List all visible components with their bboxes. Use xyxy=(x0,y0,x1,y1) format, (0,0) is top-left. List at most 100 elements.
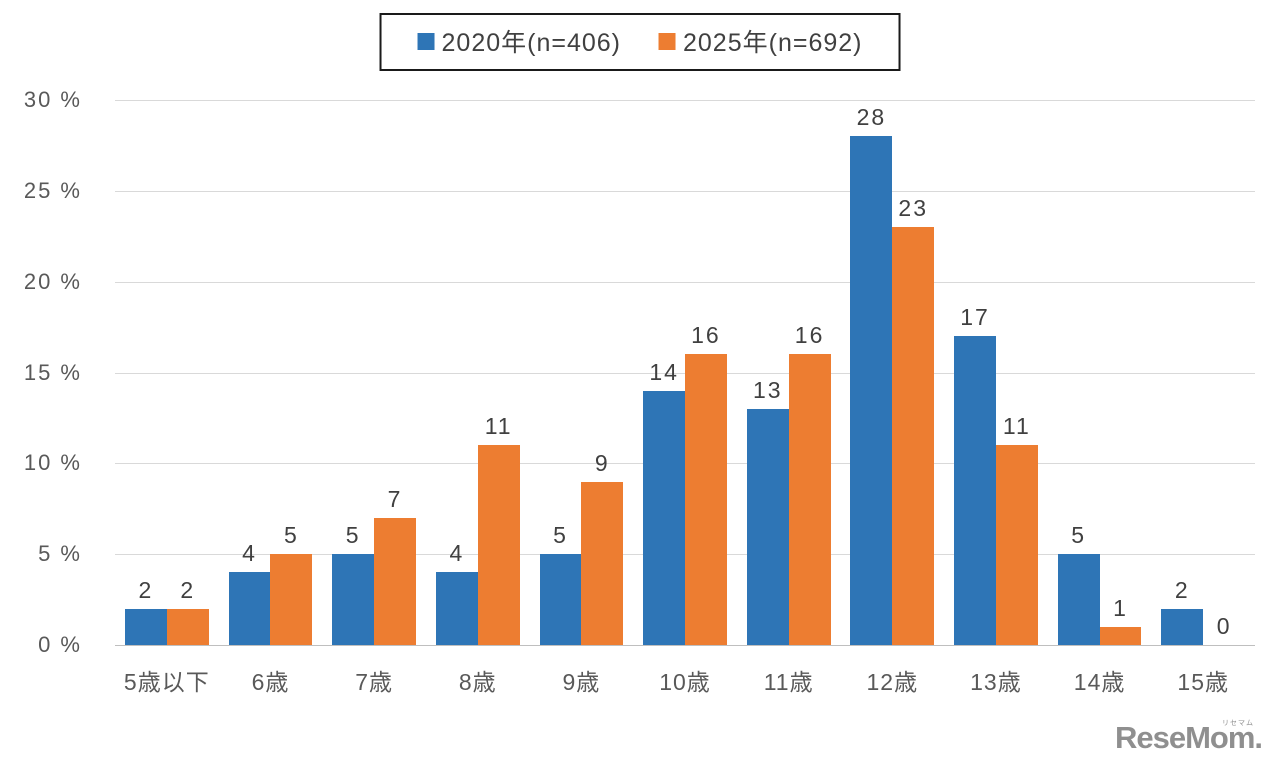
bar-value-label: 11 xyxy=(1002,413,1031,440)
bar-slot: 4 xyxy=(228,100,271,645)
bar-slot: 23 xyxy=(892,100,935,645)
bar xyxy=(643,390,686,645)
bar-value-label: 23 xyxy=(898,195,929,222)
x-tick-label: 9歳 xyxy=(562,669,601,695)
bar-slot: 5 xyxy=(539,100,582,645)
bar-value-label: 7 xyxy=(387,485,403,512)
x-tick-label: 8歳 xyxy=(458,669,497,695)
bar-value-label: 0 xyxy=(1216,613,1232,639)
bar-slot: 7 xyxy=(374,100,416,645)
bar xyxy=(374,517,416,645)
bar xyxy=(685,354,727,645)
bar xyxy=(477,445,520,645)
bar-value-label: 5 xyxy=(1071,522,1087,549)
bar xyxy=(270,554,313,645)
bar-value-label: 14 xyxy=(649,358,679,385)
x-tick-label: 13歳 xyxy=(970,669,1022,695)
bar-value-label: 5 xyxy=(283,522,299,549)
resemom-logo: リセマム ReseMom. xyxy=(1115,720,1263,753)
plot-area: 2 2 4 5 5 7 4 11 5 9 14 16 13 16 28 23 17 11 5 1 2 0 xyxy=(115,100,1255,646)
y-tick-label: 25 % xyxy=(23,177,82,203)
bar xyxy=(435,572,478,645)
bar-slot: 4 xyxy=(435,100,478,645)
bar-value-label: 9 xyxy=(594,449,610,476)
y-tick-label: 30 % xyxy=(23,87,82,112)
bar-slot: 2 xyxy=(166,100,209,645)
bar xyxy=(228,572,271,645)
legend-swatch-2020-icon xyxy=(417,32,435,50)
bar-value-label: 1 xyxy=(1113,594,1128,621)
y-tick-label: 5 % xyxy=(38,541,82,567)
bar xyxy=(788,354,831,645)
bar-group: 28 23 xyxy=(840,100,944,645)
legend-item-2025: 2025年(n=692) xyxy=(659,23,862,59)
x-tick-label: 12歳 xyxy=(866,669,919,695)
y-tick-label: 0 % xyxy=(38,632,82,657)
bar-slot: 16 xyxy=(788,100,831,645)
bar-slot: 0 xyxy=(1203,100,1245,645)
bar-slot: 9 xyxy=(581,100,624,645)
bar xyxy=(1057,554,1100,645)
bar-value-label: 17 xyxy=(960,304,990,331)
x-tick-label: 10歳 xyxy=(659,669,711,695)
bar xyxy=(539,554,582,645)
bar xyxy=(125,608,167,645)
bar-slot: 2 xyxy=(1161,100,1204,645)
bar-value-label: 13 xyxy=(752,376,783,403)
bar-slot: 5 xyxy=(270,100,313,645)
bar-groups: 2 2 4 5 5 7 4 11 5 9 14 16 13 16 28 23 17 11 5 1 2 0 xyxy=(115,100,1255,645)
bar-slot: 5 xyxy=(332,100,375,645)
bar-group: 4 11 xyxy=(426,100,530,645)
legend-swatch-2025-icon xyxy=(659,32,676,50)
bar xyxy=(746,408,789,645)
bar-slot: 16 xyxy=(685,100,727,645)
x-tick-label: 5歳以下 xyxy=(123,669,210,695)
gridline xyxy=(115,281,1255,283)
bar xyxy=(166,608,209,645)
bar-slot: 13 xyxy=(746,100,789,645)
bar xyxy=(892,227,935,645)
bar xyxy=(850,136,893,645)
bar-value-label: 4 xyxy=(242,540,257,567)
bar-value-label: 4 xyxy=(449,540,465,567)
bar-slot: 1 xyxy=(1099,100,1142,645)
bar-value-label: 28 xyxy=(856,104,887,131)
y-axis: 0 % 5 % 10 % 15 % 20 % 25 % 30 % xyxy=(0,87,115,657)
legend-label-2020: 2020年(n=406) xyxy=(441,29,621,57)
bar xyxy=(1099,626,1142,645)
x-tick-label: 11歳 xyxy=(763,669,814,695)
resemom-logo-furigana: リセマム xyxy=(1222,720,1254,727)
bar-value-label: 2 xyxy=(138,576,154,603)
bar-value-label: 2 xyxy=(1174,576,1190,603)
bar xyxy=(332,554,375,645)
bar-value-label: 5 xyxy=(553,522,568,549)
legend-label-2025: 2025年(n=692) xyxy=(683,29,863,57)
bar-slot: 11 xyxy=(995,100,1038,645)
legend-item-2020: 2020年(n=406) xyxy=(417,23,621,59)
y-tick-label: 20 % xyxy=(23,268,82,294)
bar-slot: 11 xyxy=(477,100,520,645)
bar-group: 14 16 xyxy=(633,100,737,645)
x-tick-label: 14歳 xyxy=(1073,669,1126,695)
bar xyxy=(581,481,624,645)
bar-slot: 2 xyxy=(125,100,167,645)
y-tick-label: 10 % xyxy=(23,450,82,476)
bar-group: 17 11 xyxy=(944,100,1048,645)
bar-value-label: 11 xyxy=(484,413,513,440)
gridline xyxy=(115,190,1255,192)
bar-value-label: 16 xyxy=(691,322,721,349)
bar-value-label: 5 xyxy=(345,522,361,549)
bar xyxy=(995,445,1038,645)
x-tick-label: 7歳 xyxy=(355,669,393,695)
bar-value-label: 16 xyxy=(794,322,825,349)
x-axis: 5歳以下 6歳 7歳 8歳 9歳 10歳 11歳 12歳 13歳 14歳 15歳 xyxy=(115,663,1255,697)
gridline xyxy=(115,372,1255,374)
bar xyxy=(1161,608,1204,645)
